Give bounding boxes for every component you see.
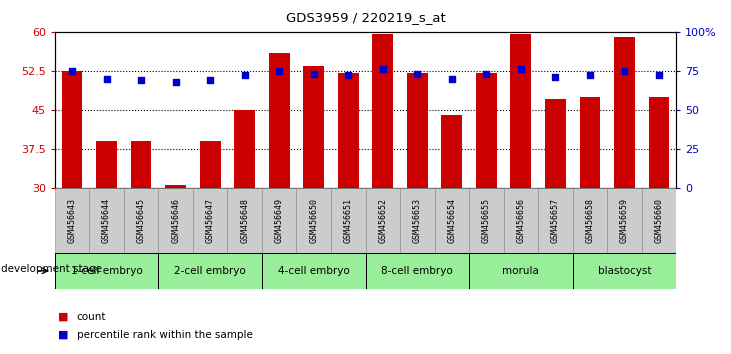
Point [412,71,423,77]
Text: ■: ■ [58,330,69,339]
Point [204,77,216,83]
Point [515,67,526,72]
Text: ■: ■ [58,312,69,322]
Bar [235,110,255,188]
Text: count: count [77,312,106,322]
Point [308,71,319,77]
Text: morula: morula [502,266,539,276]
Bar [469,253,572,289]
Text: GSM456645: GSM456645 [137,198,145,243]
Bar [297,188,331,253]
Bar [400,188,434,253]
Bar [89,188,124,253]
Text: development stage: development stage [1,264,102,274]
Bar [572,188,607,253]
Bar [614,37,635,188]
Text: GSM456644: GSM456644 [102,198,111,243]
Text: GSM456658: GSM456658 [586,198,594,243]
Point [342,73,354,78]
Point [67,68,78,74]
Text: GSM456657: GSM456657 [551,198,560,243]
Bar [545,99,566,188]
Text: GSM456650: GSM456650 [309,198,318,243]
Text: GSM456648: GSM456648 [240,198,249,243]
Text: GSM456656: GSM456656 [516,198,526,243]
Bar [55,253,159,289]
Text: GDS3959 / 220219_s_at: GDS3959 / 220219_s_at [286,11,445,24]
Bar [607,188,642,253]
Text: GSM456654: GSM456654 [447,198,456,243]
Bar [303,65,324,188]
Bar [269,53,289,188]
Point [584,73,596,78]
Point [550,74,561,80]
Text: GSM456653: GSM456653 [413,198,422,243]
Text: 1-cell embryo: 1-cell embryo [71,266,143,276]
Bar [442,115,462,188]
Bar [55,188,89,253]
Text: blastocyst: blastocyst [598,266,651,276]
Bar [159,188,193,253]
Bar [366,188,400,253]
Point [377,67,389,72]
Text: GSM456651: GSM456651 [344,198,353,243]
Text: GSM456646: GSM456646 [171,198,180,243]
Bar [366,253,469,289]
Text: GSM456655: GSM456655 [482,198,491,243]
Bar [262,253,366,289]
Bar [648,97,670,188]
Bar [227,188,262,253]
Bar [469,188,504,253]
Point [653,73,664,78]
Point [135,77,147,83]
Text: GSM456649: GSM456649 [275,198,284,243]
Bar [538,188,572,253]
Text: percentile rank within the sample: percentile rank within the sample [77,330,253,339]
Bar [159,253,262,289]
Bar [193,188,227,253]
Point [446,76,458,81]
Bar [407,73,428,188]
Text: GSM456652: GSM456652 [378,198,387,243]
Text: GSM456643: GSM456643 [67,198,77,243]
Point [170,79,181,85]
Bar [262,188,297,253]
Bar [61,71,83,188]
Bar [504,188,538,253]
Bar [510,34,531,188]
Bar [642,188,676,253]
Bar [200,141,221,188]
Bar [338,73,359,188]
Text: 2-cell embryo: 2-cell embryo [174,266,246,276]
Bar [96,141,117,188]
Bar [572,253,676,289]
Point [239,73,251,78]
Point [480,71,492,77]
Bar [476,73,496,188]
Point [273,68,285,74]
Point [618,68,630,74]
Text: GSM456660: GSM456660 [654,198,664,243]
Text: GSM456659: GSM456659 [620,198,629,243]
Bar [165,185,186,188]
Bar [580,97,600,188]
Point [101,76,113,81]
Text: 8-cell embryo: 8-cell embryo [382,266,453,276]
Bar [434,188,469,253]
Text: 4-cell embryo: 4-cell embryo [278,266,349,276]
Bar [131,141,151,188]
Bar [331,188,366,253]
Bar [124,188,159,253]
Text: GSM456647: GSM456647 [205,198,215,243]
Bar [372,34,393,188]
